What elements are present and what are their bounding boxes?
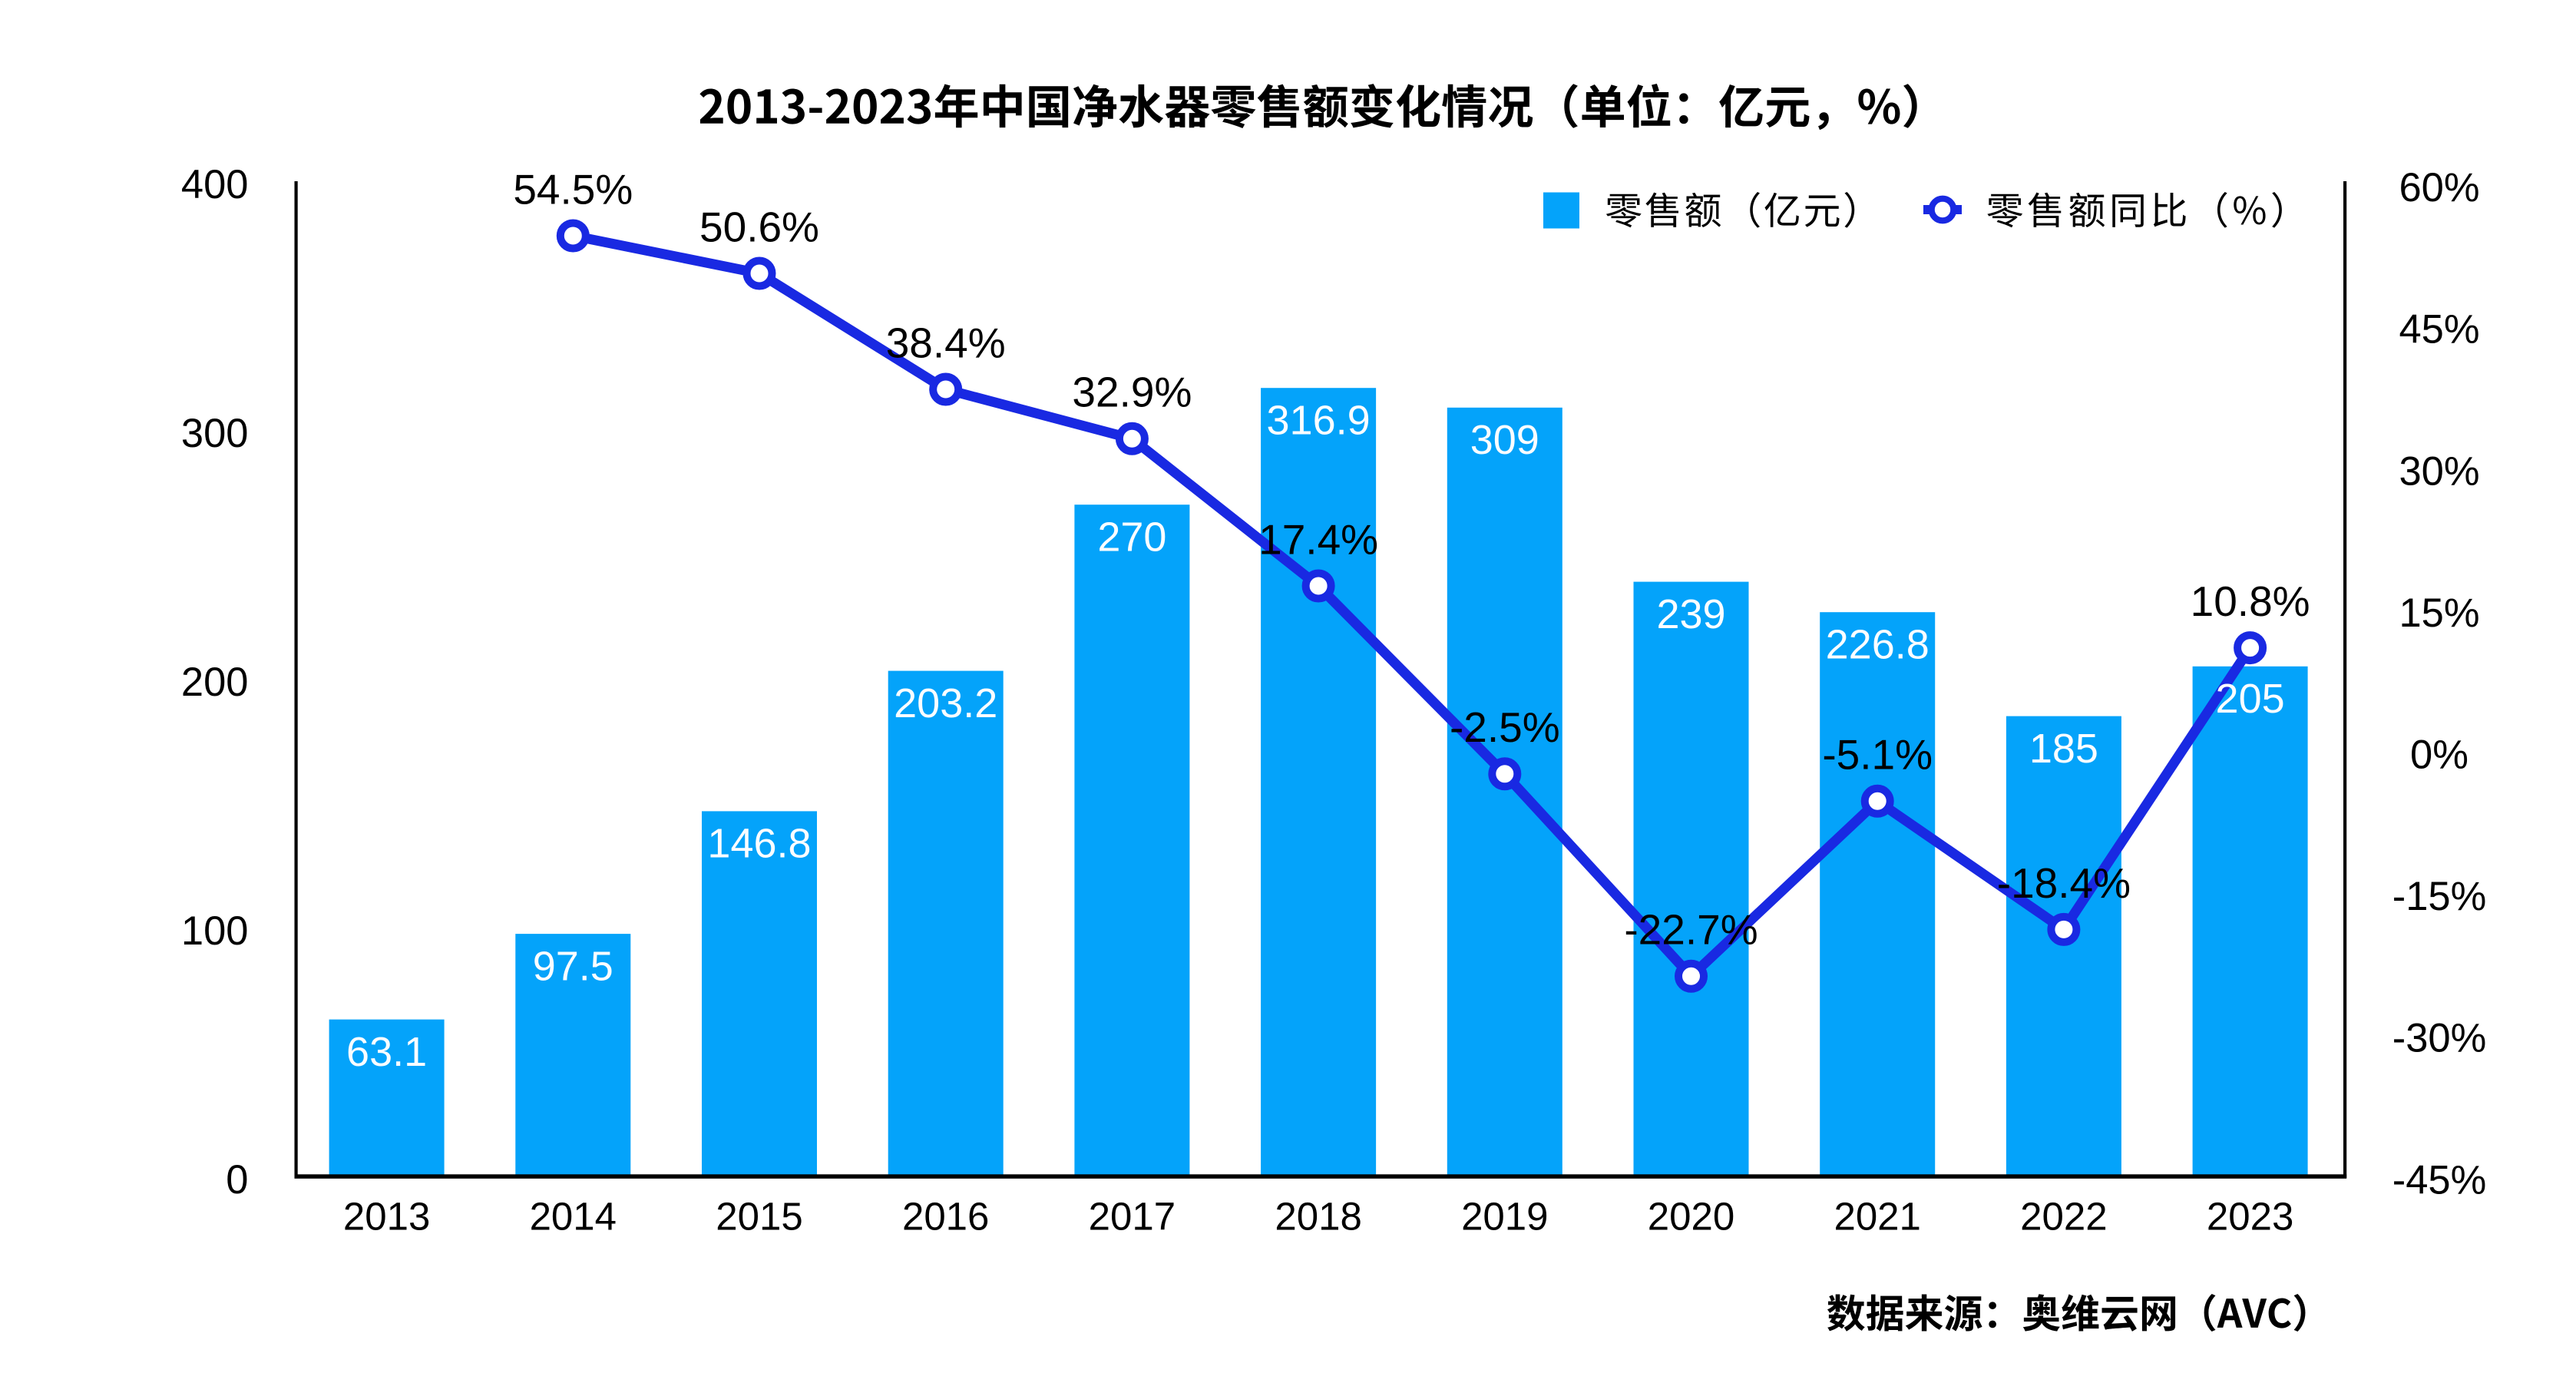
svg-text:45%: 45% (2399, 307, 2479, 352)
svg-text:316.9: 316.9 (1267, 398, 1371, 444)
svg-text:203.2: 203.2 (894, 680, 997, 726)
svg-text:146.8: 146.8 (707, 821, 811, 867)
svg-text:200: 200 (181, 660, 249, 705)
svg-text:32.9%: 32.9% (1072, 369, 1192, 416)
svg-text:2015: 2015 (716, 1195, 802, 1239)
svg-text:38.4%: 38.4% (886, 319, 1006, 366)
svg-text:60%: 60% (2399, 165, 2479, 210)
svg-text:400: 400 (181, 162, 249, 207)
svg-text:-18.4%: -18.4% (1997, 859, 2131, 907)
svg-text:17.4%: 17.4% (1258, 515, 1378, 563)
svg-text:54.5%: 54.5% (513, 165, 633, 213)
svg-text:2016: 2016 (902, 1195, 989, 1239)
svg-text:100: 100 (181, 908, 249, 954)
svg-text:2018: 2018 (1275, 1195, 1361, 1239)
svg-text:270: 270 (1097, 514, 1166, 561)
svg-text:0%: 0% (2410, 733, 2469, 778)
svg-text:185: 185 (2029, 726, 2098, 772)
svg-text:2023: 2023 (2207, 1195, 2293, 1239)
svg-text:-5.1%: -5.1% (1822, 731, 1933, 779)
svg-text:2022: 2022 (2020, 1195, 2107, 1239)
svg-text:0: 0 (226, 1157, 248, 1203)
svg-text:15%: 15% (2399, 591, 2479, 636)
svg-text:-15%: -15% (2392, 874, 2487, 919)
svg-text:-30%: -30% (2392, 1016, 2487, 1061)
svg-text:226.8: 226.8 (1826, 622, 1930, 668)
svg-text:2021: 2021 (1834, 1195, 1920, 1239)
svg-text:97.5: 97.5 (533, 943, 613, 989)
svg-text:-45%: -45% (2392, 1157, 2487, 1203)
svg-text:-2.5%: -2.5% (1450, 703, 1560, 751)
svg-text:205: 205 (2216, 676, 2285, 722)
svg-text:30%: 30% (2399, 448, 2479, 494)
svg-text:300: 300 (181, 411, 249, 456)
svg-text:239: 239 (1656, 591, 1725, 637)
svg-text:2014: 2014 (530, 1195, 617, 1239)
svg-text:2020: 2020 (1648, 1195, 1734, 1239)
svg-text:2019: 2019 (1461, 1195, 1548, 1239)
svg-text:309: 309 (1470, 417, 1539, 463)
svg-text:2017: 2017 (1089, 1195, 1176, 1239)
svg-text:-22.7%: -22.7% (1624, 906, 1758, 954)
svg-text:50.6%: 50.6% (699, 203, 819, 250)
svg-text:63.1: 63.1 (346, 1029, 427, 1075)
svg-text:2013: 2013 (343, 1195, 430, 1239)
svg-text:10.8%: 10.8% (2191, 577, 2310, 625)
